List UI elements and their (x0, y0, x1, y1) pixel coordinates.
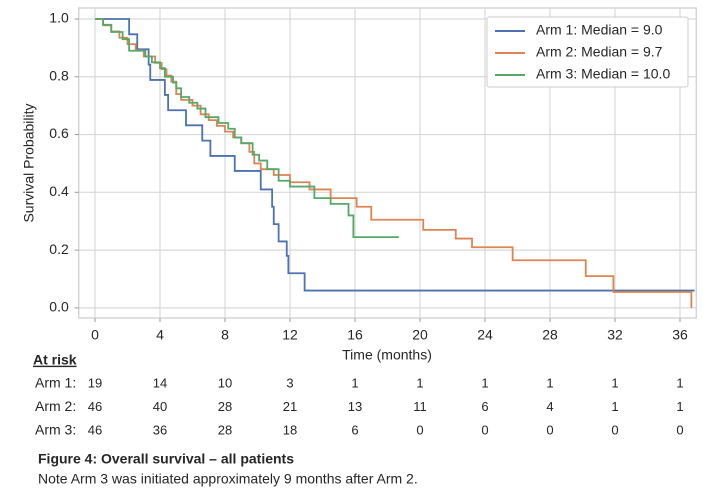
caption-note: Note Arm 3 was initiated approximately 9… (38, 471, 418, 487)
risk-count: 28 (218, 422, 232, 437)
risk-count: 0 (416, 422, 423, 437)
x-tick-label: 24 (477, 327, 493, 343)
risk-count: 46 (88, 422, 102, 437)
risk-count: 36 (153, 422, 167, 437)
risk-count: 21 (283, 399, 297, 414)
survival-curve (95, 18, 399, 239)
risk-count: 0 (611, 422, 618, 437)
risk-count: 19 (88, 375, 102, 390)
risk-count: 3 (286, 375, 293, 390)
risk-count: 1 (481, 375, 488, 390)
risk-row-label: Arm 1: (35, 375, 76, 391)
risk-count: 6 (481, 399, 488, 414)
risk-count: 0 (481, 422, 488, 437)
risk-count: 13 (348, 399, 362, 414)
y-axis-label: Survival Probability (21, 103, 37, 222)
x-tick-label: 32 (607, 327, 623, 343)
x-tick-label: 28 (542, 327, 558, 343)
risk-count: 0 (546, 422, 553, 437)
risk-count: 28 (218, 399, 232, 414)
risk-count: 1 (351, 375, 358, 390)
y-tick-label: 0.0 (49, 299, 69, 315)
risk-count: 1 (676, 375, 683, 390)
risk-count: 1 (611, 399, 618, 414)
x-tick-label: 36 (672, 327, 688, 343)
risk-count: 6 (351, 422, 358, 437)
risk-count: 14 (153, 375, 167, 390)
risk-row-label: Arm 2: (35, 398, 76, 414)
risk-count: 4 (546, 399, 553, 414)
x-tick-label: 0 (91, 327, 99, 343)
y-tick-label: 0.4 (49, 183, 69, 199)
y-tick-label: 0.8 (49, 67, 69, 83)
risk-count: 0 (676, 422, 683, 437)
x-tick-label: 8 (221, 327, 229, 343)
x-axis-label: Time (months) (342, 347, 432, 363)
risk-count: 1 (611, 375, 618, 390)
legend-label: Arm 3: Median = 10.0 (536, 66, 670, 82)
legend-label: Arm 1: Median = 9.0 (536, 22, 663, 38)
y-tick-label: 1.0 (49, 10, 69, 26)
risk-count: 11 (413, 399, 427, 414)
survival-curve (95, 18, 693, 308)
risk-title: At risk (33, 352, 77, 368)
y-tick-label: 0.2 (49, 241, 69, 257)
x-tick-label: 16 (347, 327, 363, 343)
risk-count: 10 (218, 375, 232, 390)
risk-count: 40 (153, 399, 167, 414)
legend-box (486, 16, 689, 88)
legend-label: Arm 2: Median = 9.7 (536, 44, 663, 60)
risk-count: 46 (88, 399, 102, 414)
risk-count: 1 (416, 375, 423, 390)
risk-count: 18 (283, 422, 297, 437)
caption-title: Figure 4: Overall survival – all patient… (38, 451, 294, 467)
x-tick-label: 12 (282, 327, 298, 343)
risk-row-label: Arm 3: (35, 422, 76, 438)
x-tick-label: 4 (156, 327, 164, 343)
risk-count: 1 (676, 399, 683, 414)
risk-count: 1 (546, 375, 553, 390)
y-tick-label: 0.6 (49, 125, 69, 141)
survival-curve (95, 18, 695, 292)
x-tick-label: 20 (412, 327, 428, 343)
